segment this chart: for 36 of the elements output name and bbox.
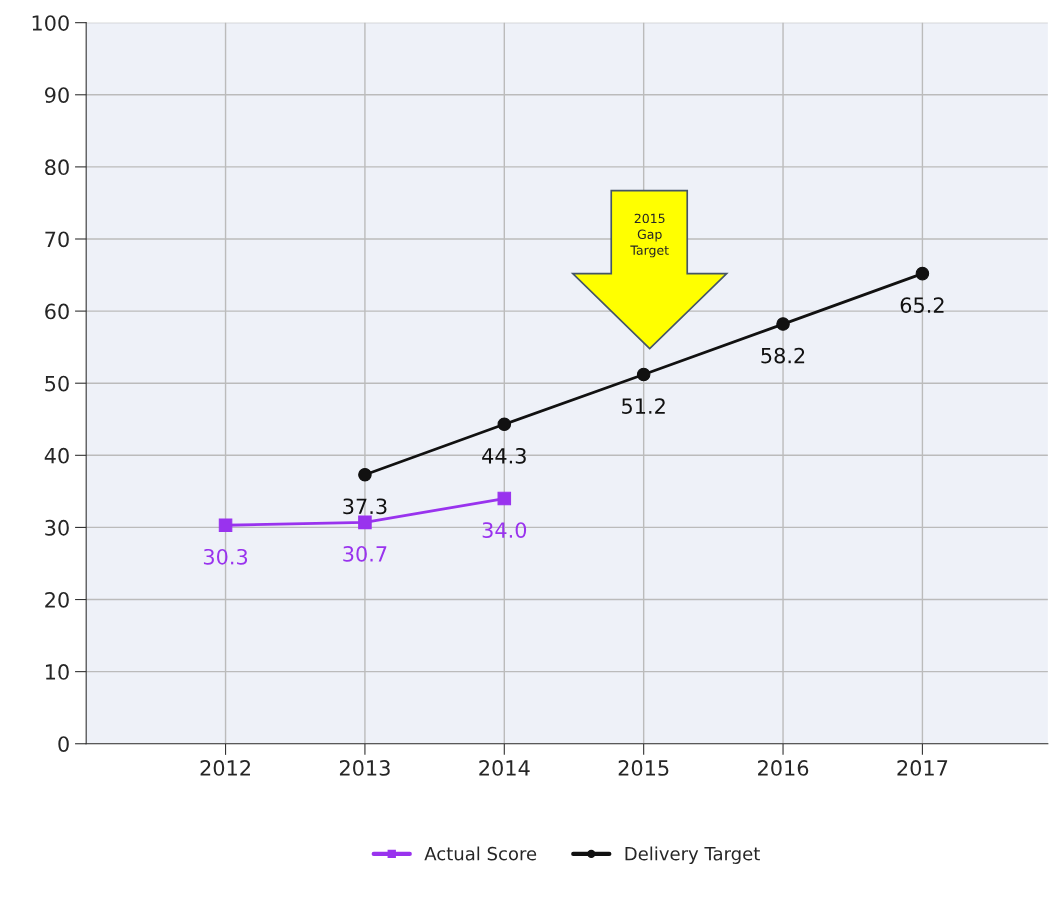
x-tick-label: 2016 (758, 760, 809, 776)
y-tick-label: 20 (45, 591, 69, 608)
data-label: 30.7 (343, 545, 387, 562)
x-tick-label: 2012 (200, 760, 250, 776)
data-label: 58.2 (761, 347, 805, 364)
x-tick-label: 2014 (479, 760, 530, 776)
point (497, 417, 512, 432)
y-tick-label: 80 (45, 159, 69, 176)
point (636, 367, 651, 382)
y-tick-label: 50 (45, 375, 69, 392)
point (358, 515, 372, 530)
y-tick-label: 100 (32, 15, 69, 31)
point (776, 317, 790, 331)
point (218, 518, 233, 533)
data-label: 65.2 (900, 297, 944, 313)
data-label: 51.2 (622, 398, 665, 414)
x-tick-label: 2015 (618, 760, 669, 776)
data-label: 37.3 (343, 498, 387, 515)
y-tick-label: 30 (45, 519, 69, 536)
y-tick-label: 10 (45, 664, 69, 680)
x-tick-label: 2017 (897, 760, 948, 776)
y-tick-label: 60 (45, 303, 69, 320)
y-tick-label: 40 (44, 447, 69, 464)
data-label: 44.3 (482, 447, 526, 464)
legend-label: Delivery Target (625, 846, 760, 864)
x-tick-label: 2013 (339, 760, 390, 776)
point (497, 491, 512, 506)
annotation: 2015 Gap Target (630, 213, 669, 258)
data-label: 30.3 (203, 548, 248, 565)
data-label: 34.0 (482, 522, 527, 538)
point (915, 266, 930, 281)
y-tick-label: 90 (45, 87, 69, 103)
legend-label: Actual Score (424, 846, 537, 861)
y-tick-label: 0 (58, 736, 69, 752)
point (358, 468, 372, 482)
y-tick-label: 70 (45, 231, 69, 248)
